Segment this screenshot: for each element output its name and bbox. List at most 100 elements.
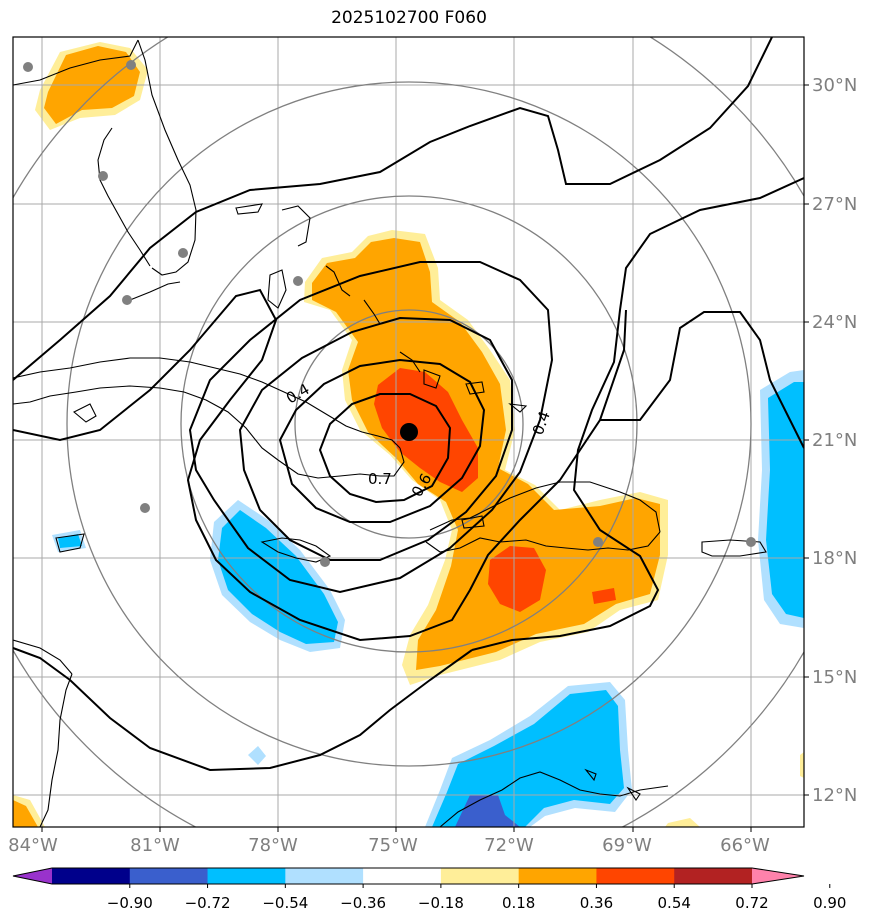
coast-hispaniola-north [429, 481, 661, 533]
station-marker [23, 62, 33, 72]
axis-ticks [41, 84, 809, 832]
lightblue-fill-tiny [248, 746, 266, 765]
lat-label: 30°N [812, 75, 857, 96]
colorbar-tick-label: −0.54 [262, 894, 308, 912]
coast-bahamas-eleuthera [325, 265, 351, 297]
contour-ring-3 [188, 261, 554, 594]
contour-label-east: 0.4 [529, 409, 554, 438]
range-ring-3 [66, 81, 752, 767]
coast-cayman [55, 533, 85, 553]
colorbar-extend-low [13, 868, 52, 884]
colorbar-bin [440, 868, 520, 884]
storm-center-marker [400, 423, 418, 441]
blue-fill-south [432, 690, 624, 827]
colorbar-extend-high [752, 868, 804, 884]
range-ring-2 [180, 195, 638, 653]
range-ring-1 [294, 309, 524, 539]
contour-east-loop [600, 311, 804, 449]
coast-south-america [439, 771, 669, 827]
coast-central-america-north [13, 639, 73, 675]
colorbar-bin [596, 868, 675, 884]
coast-central-america-east [39, 673, 73, 827]
coast-hispaniola-south [425, 531, 661, 553]
colorbar-bin [129, 868, 209, 884]
blue-fill-small-west [58, 534, 82, 548]
coast-curacao [626, 786, 641, 801]
lon-label: 75°W [368, 835, 418, 856]
coast-turks [508, 403, 528, 413]
lat-label: 24°N [812, 312, 857, 333]
coast-isla-juventud [73, 403, 97, 423]
station-marker [126, 60, 136, 70]
station-marker [140, 503, 150, 513]
colorbar-bin [285, 868, 364, 884]
coast-florida-keys [129, 281, 181, 301]
colorbar-segments [13, 868, 804, 884]
coast-cuba-south [13, 385, 405, 479]
contour-second-ring [13, 288, 627, 642]
station-marker [178, 248, 188, 258]
latitude-labels: 30°N 27°N 24°N 21°N 18°N 15°N 12°N [812, 75, 857, 806]
colorbar-bin [207, 868, 286, 884]
coast-puerto-rico [701, 539, 767, 557]
lat-label: 12°N [812, 785, 857, 806]
lat-label: 21°N [812, 430, 857, 451]
coast-bahamas-abaco [281, 205, 311, 247]
coast-aruba [584, 768, 597, 782]
colorbar-tick-label: −0.90 [107, 894, 153, 912]
station-marker [746, 537, 756, 547]
colorbar-tick-label: 0.54 [658, 894, 691, 912]
contour-label-center: 0.7 [368, 470, 392, 488]
graticule [13, 37, 804, 827]
contour-outer-south [13, 647, 473, 772]
coast-bahamas-inagua [423, 369, 441, 389]
coast-cuba-north [13, 357, 401, 449]
lon-label: 69°W [602, 835, 652, 856]
orange-fill-corner [13, 800, 38, 827]
blue-fill-east [766, 382, 804, 618]
coastlines [13, 39, 767, 827]
contours [13, 37, 804, 772]
colorbar-ticks [129, 884, 831, 888]
coast-bahamas-long [399, 351, 421, 373]
lon-label: 66°W [720, 835, 770, 856]
colorbar-bin [363, 868, 442, 884]
lat-label: 15°N [812, 667, 857, 688]
colorbar-bin [518, 868, 597, 884]
lon-label: 72°W [484, 835, 534, 856]
colorbar-tick-label: −0.18 [418, 894, 464, 912]
longitude-labels: 84°W 81°W 78°W 75°W 72°W 69°W 66°W [8, 835, 770, 856]
lon-label: 84°W [8, 835, 58, 856]
range-rings [13, 37, 804, 827]
red-fill-south [488, 546, 546, 612]
negative-anomaly-fill [52, 370, 804, 827]
coast-bahamas-andros [267, 269, 287, 309]
orange-fill-main [312, 238, 660, 670]
colorbar-outline [12, 867, 805, 885]
colorbar: −0.90 −0.72 −0.54 −0.36 −0.18 0.18 0.36 0.54 0.7… [12, 867, 846, 912]
station-marker [320, 557, 330, 567]
colorbar-tick-label: 0.18 [502, 894, 535, 912]
royalblue-fill-south [455, 795, 520, 827]
station-marker [98, 171, 108, 181]
contour-ring-5 [278, 358, 486, 523]
station-marker [122, 295, 132, 305]
lat-label: 18°N [812, 548, 857, 569]
coast-florida-west [97, 127, 151, 267]
red-fill-center [374, 368, 478, 492]
coast-bahamas-acklins [465, 381, 485, 395]
map-plot-area: 0.4 0.7 0.4 0.6 [13, 37, 804, 827]
coast-gulf-north [13, 39, 139, 86]
contour-outer-north [13, 37, 773, 381]
contour-outer-east [471, 177, 804, 651]
contour-ring-6 [318, 393, 452, 504]
coast-bahamas-exuma [363, 299, 381, 325]
colorbar-bin [674, 868, 753, 884]
positive-anomaly-fill [13, 42, 804, 827]
red-fill-small [592, 588, 616, 604]
contour-ring-4 [238, 316, 513, 561]
colorbar-tick-label: 0.36 [580, 894, 613, 912]
station-marker [593, 537, 603, 547]
coast-florida-east [137, 39, 197, 276]
